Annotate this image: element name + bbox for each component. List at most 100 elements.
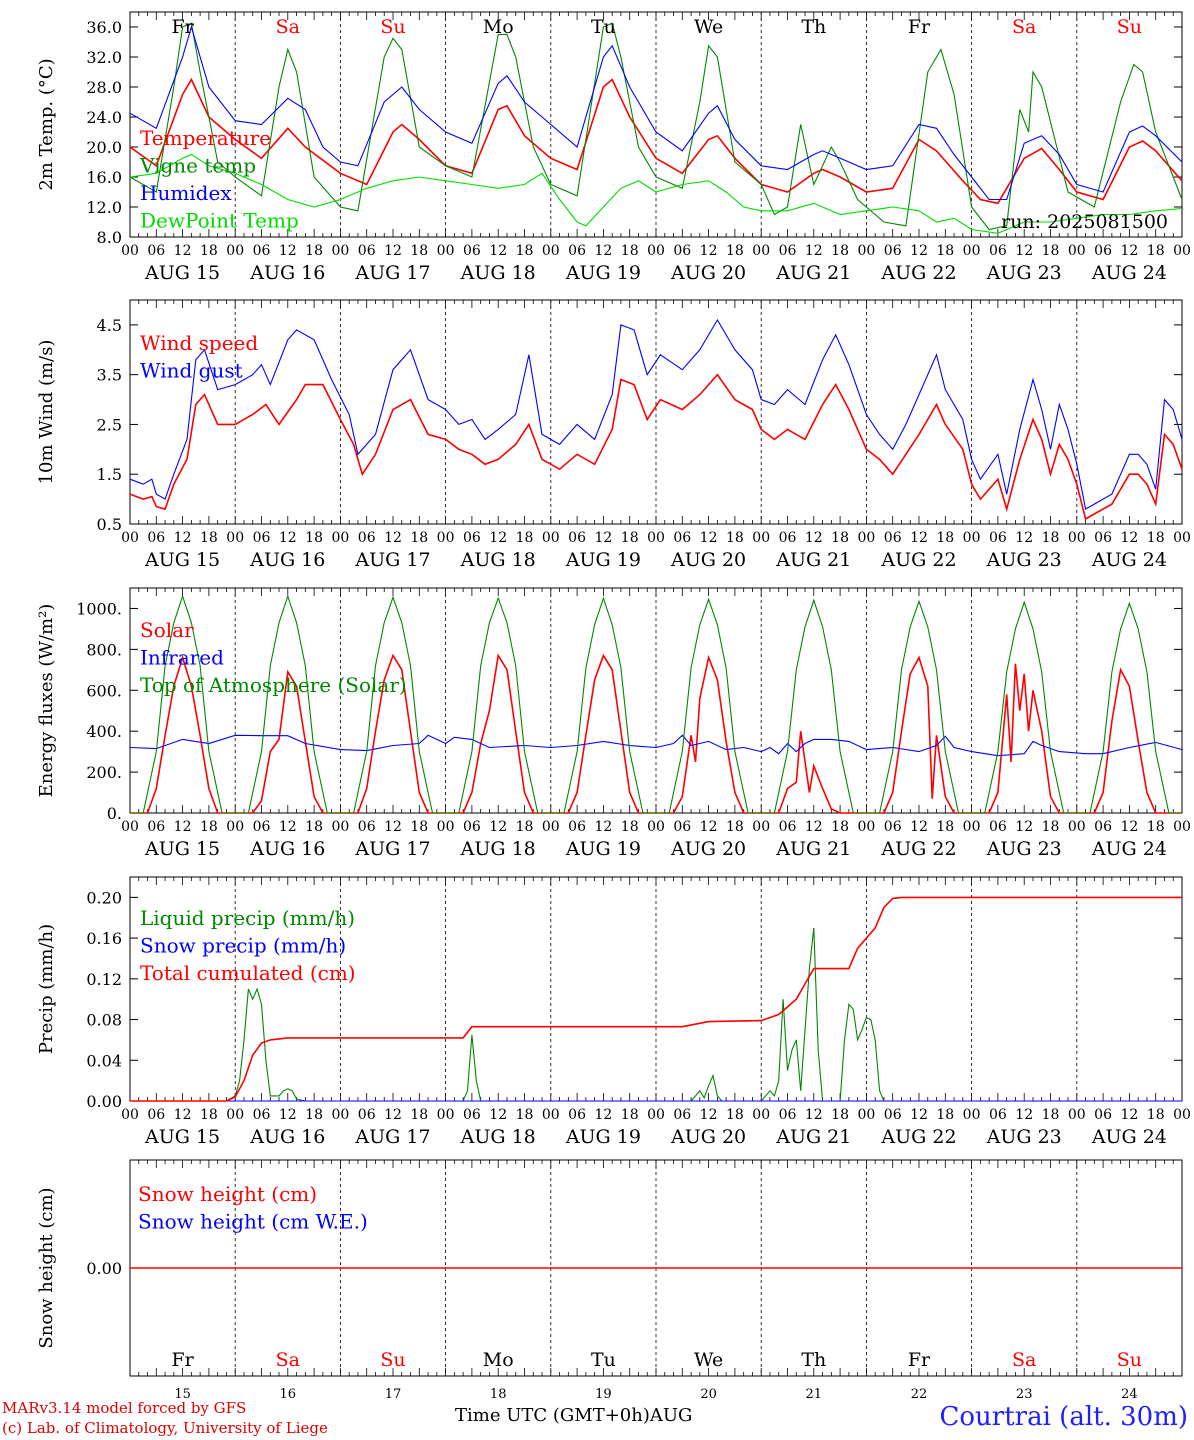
legend-entry: Humidex [140, 181, 232, 205]
hour-tick-label: 06 [253, 243, 271, 259]
hour-tick-label: 12 [1015, 819, 1033, 835]
series-line-total-cumulated-cm- [130, 896, 1182, 1102]
hour-tick-label: 12 [805, 819, 823, 835]
panel-frame-temperature [129, 11, 1183, 238]
weekday-label: We [694, 1349, 723, 1371]
hour-tick-label: 00 [963, 243, 981, 259]
y-tick-label: 36.0 [86, 18, 122, 37]
hour-tick-label: 00 [542, 1107, 560, 1123]
y-axis-label-wind: 10m Wind (m/s) [36, 340, 57, 485]
y-tick-label: 0. [107, 804, 122, 823]
hour-tick-label: 06 [884, 243, 902, 259]
day-number-label: 22 [911, 1387, 928, 1402]
date-label: AUG 22 [880, 1126, 956, 1148]
date-label: AUG 17 [354, 838, 430, 860]
hour-tick-label: 06 [989, 819, 1007, 835]
legend-entry: Snow height (cm W.E.) [138, 1210, 368, 1234]
hour-tick-label: 12 [1120, 1107, 1138, 1123]
series-line-wind-speed [129, 373, 1183, 521]
y-tick-label: 4.5 [97, 316, 122, 335]
y-tick-label: 1000. [76, 599, 122, 618]
hour-tick-label: 06 [253, 819, 271, 835]
y-tick-label: 0.00 [86, 1259, 122, 1278]
hour-tick-label: 18 [200, 530, 218, 546]
date-label: AUG 23 [986, 1126, 1062, 1148]
hour-tick-label: 12 [594, 819, 612, 835]
date-label: AUG 20 [670, 262, 746, 284]
hour-tick-label: 06 [568, 1107, 586, 1123]
hour-tick-label: 18 [200, 243, 218, 259]
hour-tick-label: 06 [358, 243, 376, 259]
legend-entry: Total cumulated (cm) [140, 961, 356, 985]
date-label: AUG 21 [775, 262, 851, 284]
hour-tick-label: 18 [305, 819, 323, 835]
hour-tick-label: 18 [936, 530, 954, 546]
hour-tick-label: 12 [489, 530, 507, 546]
hour-tick-label: 18 [1147, 530, 1165, 546]
hour-tick-label: 12 [700, 243, 718, 259]
y-axis-label-energy: Energy fluxes (W/m²) [36, 604, 57, 798]
hour-tick-label: 18 [936, 243, 954, 259]
hour-tick-label: 00 [752, 243, 770, 259]
hour-tick-label: 00 [752, 819, 770, 835]
y-axis-label-snow: Snow height (cm) [36, 1187, 57, 1348]
y-tick-label: 600. [86, 681, 122, 700]
date-label: AUG 16 [249, 549, 325, 571]
date-label: AUG 19 [565, 262, 641, 284]
date-label: AUG 18 [460, 1126, 536, 1148]
y-tick-label: 400. [86, 722, 122, 741]
hour-tick-label: 12 [1120, 530, 1138, 546]
hour-tick-label: 18 [621, 243, 639, 259]
hour-tick-label: 00 [647, 530, 665, 546]
y-tick-label: 2.5 [97, 415, 122, 434]
hour-tick-label: 18 [1042, 1107, 1060, 1123]
date-label: AUG 22 [880, 549, 956, 571]
date-label: AUG 16 [249, 1126, 325, 1148]
hour-tick-label: 06 [673, 1107, 691, 1123]
hour-tick-label: 00 [331, 819, 349, 835]
y-tick-label: 0.16 [86, 929, 122, 948]
hour-tick-label: 18 [1147, 1107, 1165, 1123]
day-number-label: 23 [1016, 1387, 1033, 1402]
hour-tick-label: 18 [1042, 819, 1060, 835]
hour-tick-label: 18 [410, 1107, 428, 1123]
hour-tick-label: 12 [279, 1107, 297, 1123]
x-axis-title: Time UTC (GMT+0h)AUG [455, 1405, 692, 1426]
hour-tick-label: 00 [226, 530, 244, 546]
legend-entry: Temperature [140, 126, 271, 150]
weekday-label: Sa [1012, 1349, 1036, 1371]
hour-tick-label: 00 [331, 1107, 349, 1123]
legend-entry: Wind speed [140, 331, 258, 355]
x-axis-title-text: Time UTC (GMT+0h) [455, 1405, 650, 1426]
hour-tick-label: 00 [542, 530, 560, 546]
hour-tick-label: 12 [489, 243, 507, 259]
y-tick-label: 0.5 [97, 515, 122, 534]
hour-tick-label: 18 [831, 1107, 849, 1123]
y-tick-label: 32.0 [86, 48, 122, 67]
y-tick-label: 8.0 [97, 228, 122, 247]
date-label: AUG 15 [144, 262, 220, 284]
hour-tick-label: 18 [1147, 243, 1165, 259]
station-name: Courtrai (alt. 30m) [939, 1402, 1189, 1432]
date-label: AUG 18 [460, 838, 536, 860]
date-label: AUG 17 [354, 549, 430, 571]
y-tick-label: 0.12 [86, 970, 122, 989]
date-label: AUG 21 [775, 838, 851, 860]
hour-tick-label: 06 [1094, 530, 1112, 546]
date-label: AUG 17 [354, 1126, 430, 1148]
hour-tick-label: 06 [779, 530, 797, 546]
hour-tick-label: 18 [410, 530, 428, 546]
hour-tick-label: 06 [884, 819, 902, 835]
hour-tick-label: 06 [358, 1107, 376, 1123]
hour-tick-label: 18 [831, 530, 849, 546]
series-line-dewpoint-temp [129, 153, 1183, 234]
hour-tick-label: 06 [147, 819, 165, 835]
hour-tick-label: 00 [331, 530, 349, 546]
hour-tick-label: 00 [437, 819, 455, 835]
hour-tick-label: 12 [279, 243, 297, 259]
date-label: AUG 20 [670, 549, 746, 571]
weekday-label: Th [801, 16, 826, 38]
date-label: AUG 24 [1091, 549, 1167, 571]
weekday-label: Sa [1012, 16, 1036, 38]
hour-tick-label: 00 [1173, 530, 1191, 546]
